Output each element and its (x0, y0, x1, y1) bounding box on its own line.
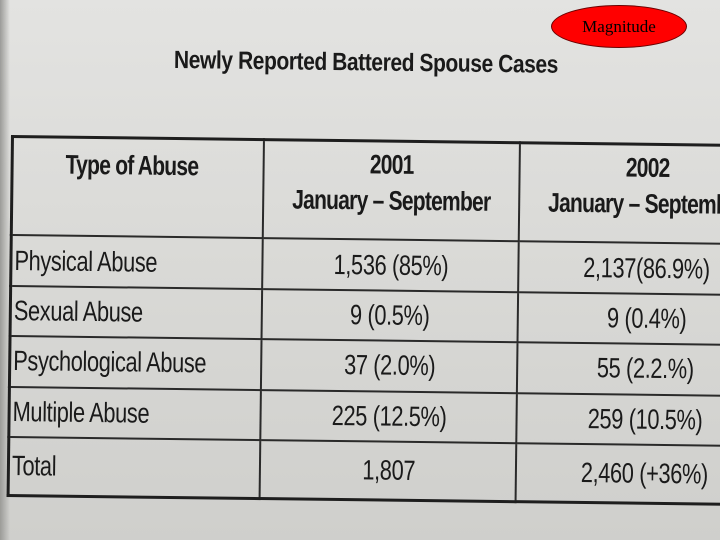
row-2002-cell: 259 (10.5%) (516, 392, 720, 447)
header-2002-period: January – September (548, 188, 720, 221)
row-type-cell: Physical Abuse (10, 235, 264, 289)
row-2001-cell: 37 (2.0%) (261, 339, 518, 393)
row-2002-cell: 2,137(86.9%) (518, 241, 720, 296)
table-grid: Type of Abuse 2001 January – September 2… (6, 135, 720, 507)
header-2002-year: 2002 (626, 152, 671, 184)
row-2001-cell: 1,536 (85%) (262, 238, 520, 292)
table-header-row: Type of Abuse 2001 January – September 2… (11, 136, 720, 245)
abuse-cases-table: Type of Abuse 2001 January – September 2… (6, 135, 720, 507)
header-2001-year: 2001 (369, 149, 415, 180)
header-2001: 2001 January – September (263, 139, 521, 242)
row-2001-cell: 225 (12.5%) (260, 389, 518, 444)
document-title: Newly Reported Battered Spouse Cases (173, 46, 559, 79)
header-2001-period: January – September (292, 184, 491, 218)
row-type-cell: Multiple Abuse (8, 386, 262, 441)
row-2002-cell: 9 (0.4%) (517, 291, 720, 346)
total-label-cell: Total (8, 436, 261, 499)
page-edge-shadow (0, 0, 10, 540)
total-2001-cell: 1,807 (259, 440, 517, 502)
row-2002-cell: 55 (2.2.%) (517, 342, 720, 396)
header-type-of-abuse: Type of Abuse (11, 136, 265, 239)
magnitude-badge: Magnitude (551, 5, 687, 48)
table-total-row: Total 1,807 2,460 (+36%) (8, 436, 720, 505)
row-type-cell: Psychological Abuse (9, 336, 262, 390)
magnitude-badge-label: Magnitude (582, 17, 656, 36)
total-2002-cell: 2,460 (+36%) (516, 443, 720, 505)
header-2002: 2002 January – September (519, 142, 720, 245)
row-type-cell: Sexual Abuse (10, 285, 263, 340)
row-2001-cell: 9 (0.5%) (261, 288, 519, 343)
